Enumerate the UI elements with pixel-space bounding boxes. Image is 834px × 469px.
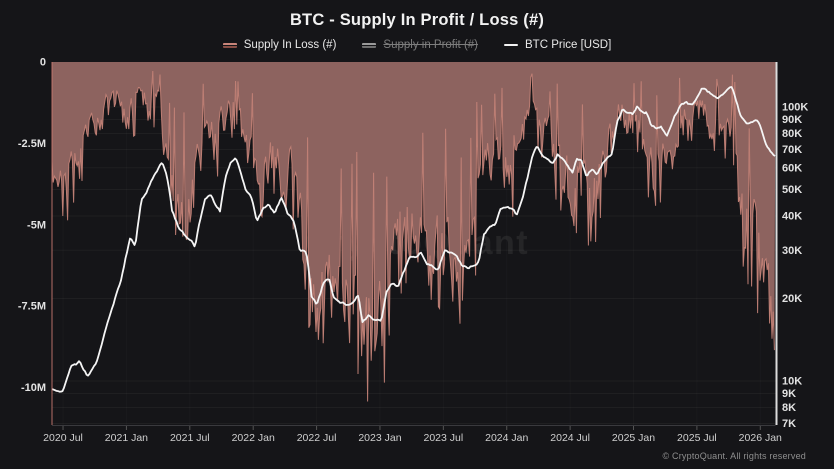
btc-price-legend-label: BTC Price [USD] — [525, 39, 612, 51]
y-right-tick-label: 9K — [782, 388, 796, 400]
x-tick-label: 2021 Jul — [170, 432, 210, 444]
y-right-tick-label: 60K — [782, 162, 802, 174]
chart-title: BTC - Supply In Profit / Loss (#) — [289, 11, 545, 29]
legend-item-btc-price[interactable]: BTC Price [USD] — [504, 39, 611, 51]
x-tick-label: 2020 Jul — [43, 432, 83, 444]
copyright-notice: © CryptoQuant. All rights reserved — [662, 451, 806, 461]
y-right-tick-label: 8K — [782, 402, 796, 414]
y-right-tick-label: 90K — [782, 114, 802, 126]
x-tick-label: 2024 Jul — [550, 432, 590, 444]
x-tick-label: 2025 Jan — [612, 432, 655, 444]
y-right-tick-label: 80K — [782, 128, 802, 140]
x-tick-label: 2025 Jul — [677, 432, 717, 444]
y-right-tick-label: 50K — [782, 184, 802, 196]
x-tick-label: 2022 Jan — [232, 432, 275, 444]
y-right-tick-label: 7K — [782, 418, 796, 430]
y-right-tick-label: 70K — [782, 144, 802, 156]
x-tick-label: 2022 Jul — [297, 432, 337, 444]
x-tick-label: 2023 Jul — [424, 432, 464, 444]
supply-in-loss-legend-label: Supply In Loss (#) — [243, 39, 337, 51]
y-right-tick-label: 20K — [782, 293, 802, 305]
x-tick-label: 2026 Jan — [739, 432, 782, 444]
supply-in-loss-legend-marker-icon — [222, 42, 237, 48]
x-axis-labels: 2020 Jul 2021 Jan 2021 Jul 2022 Jan 2022 Jul… — [43, 426, 782, 444]
y-left-tick-label: -7.5M — [18, 301, 46, 313]
y-right-tick-label: 100K — [782, 102, 808, 114]
chart-legend: Supply In Loss (#) Supply in Profit (#) BT… — [0, 39, 834, 51]
x-tick-label: 2024 Jan — [485, 432, 528, 444]
btc-price-legend-marker-icon — [504, 44, 519, 46]
y-right-tick-label: 10K — [782, 376, 802, 388]
legend-item-supply-in-profit[interactable]: Supply in Profit (#) — [362, 39, 478, 51]
supply-in-profit-legend-marker-icon — [362, 42, 377, 48]
y-left-tick-label: -10M — [21, 382, 46, 394]
supply-in-loss-area — [52, 62, 776, 402]
y-left-axis-labels: 0 -2.5M -5M -7.5M -10M — [18, 57, 46, 395]
y-right-tick-label: 40K — [782, 211, 802, 223]
legend-item-supply-in-loss[interactable]: Supply In Loss (#) — [222, 39, 337, 51]
y-left-tick-label: -5M — [27, 219, 46, 231]
y-right-tick-label: 30K — [782, 245, 802, 257]
x-tick-label: 2023 Jan — [358, 432, 401, 444]
btc-price-line — [52, 86, 776, 393]
y-left-tick-label: -2.5M — [18, 138, 46, 150]
x-tick-label: 2021 Jan — [105, 432, 148, 444]
supply-in-profit-legend-label: Supply in Profit (#) — [383, 39, 479, 51]
y-left-tick-label: 0 — [40, 57, 46, 69]
